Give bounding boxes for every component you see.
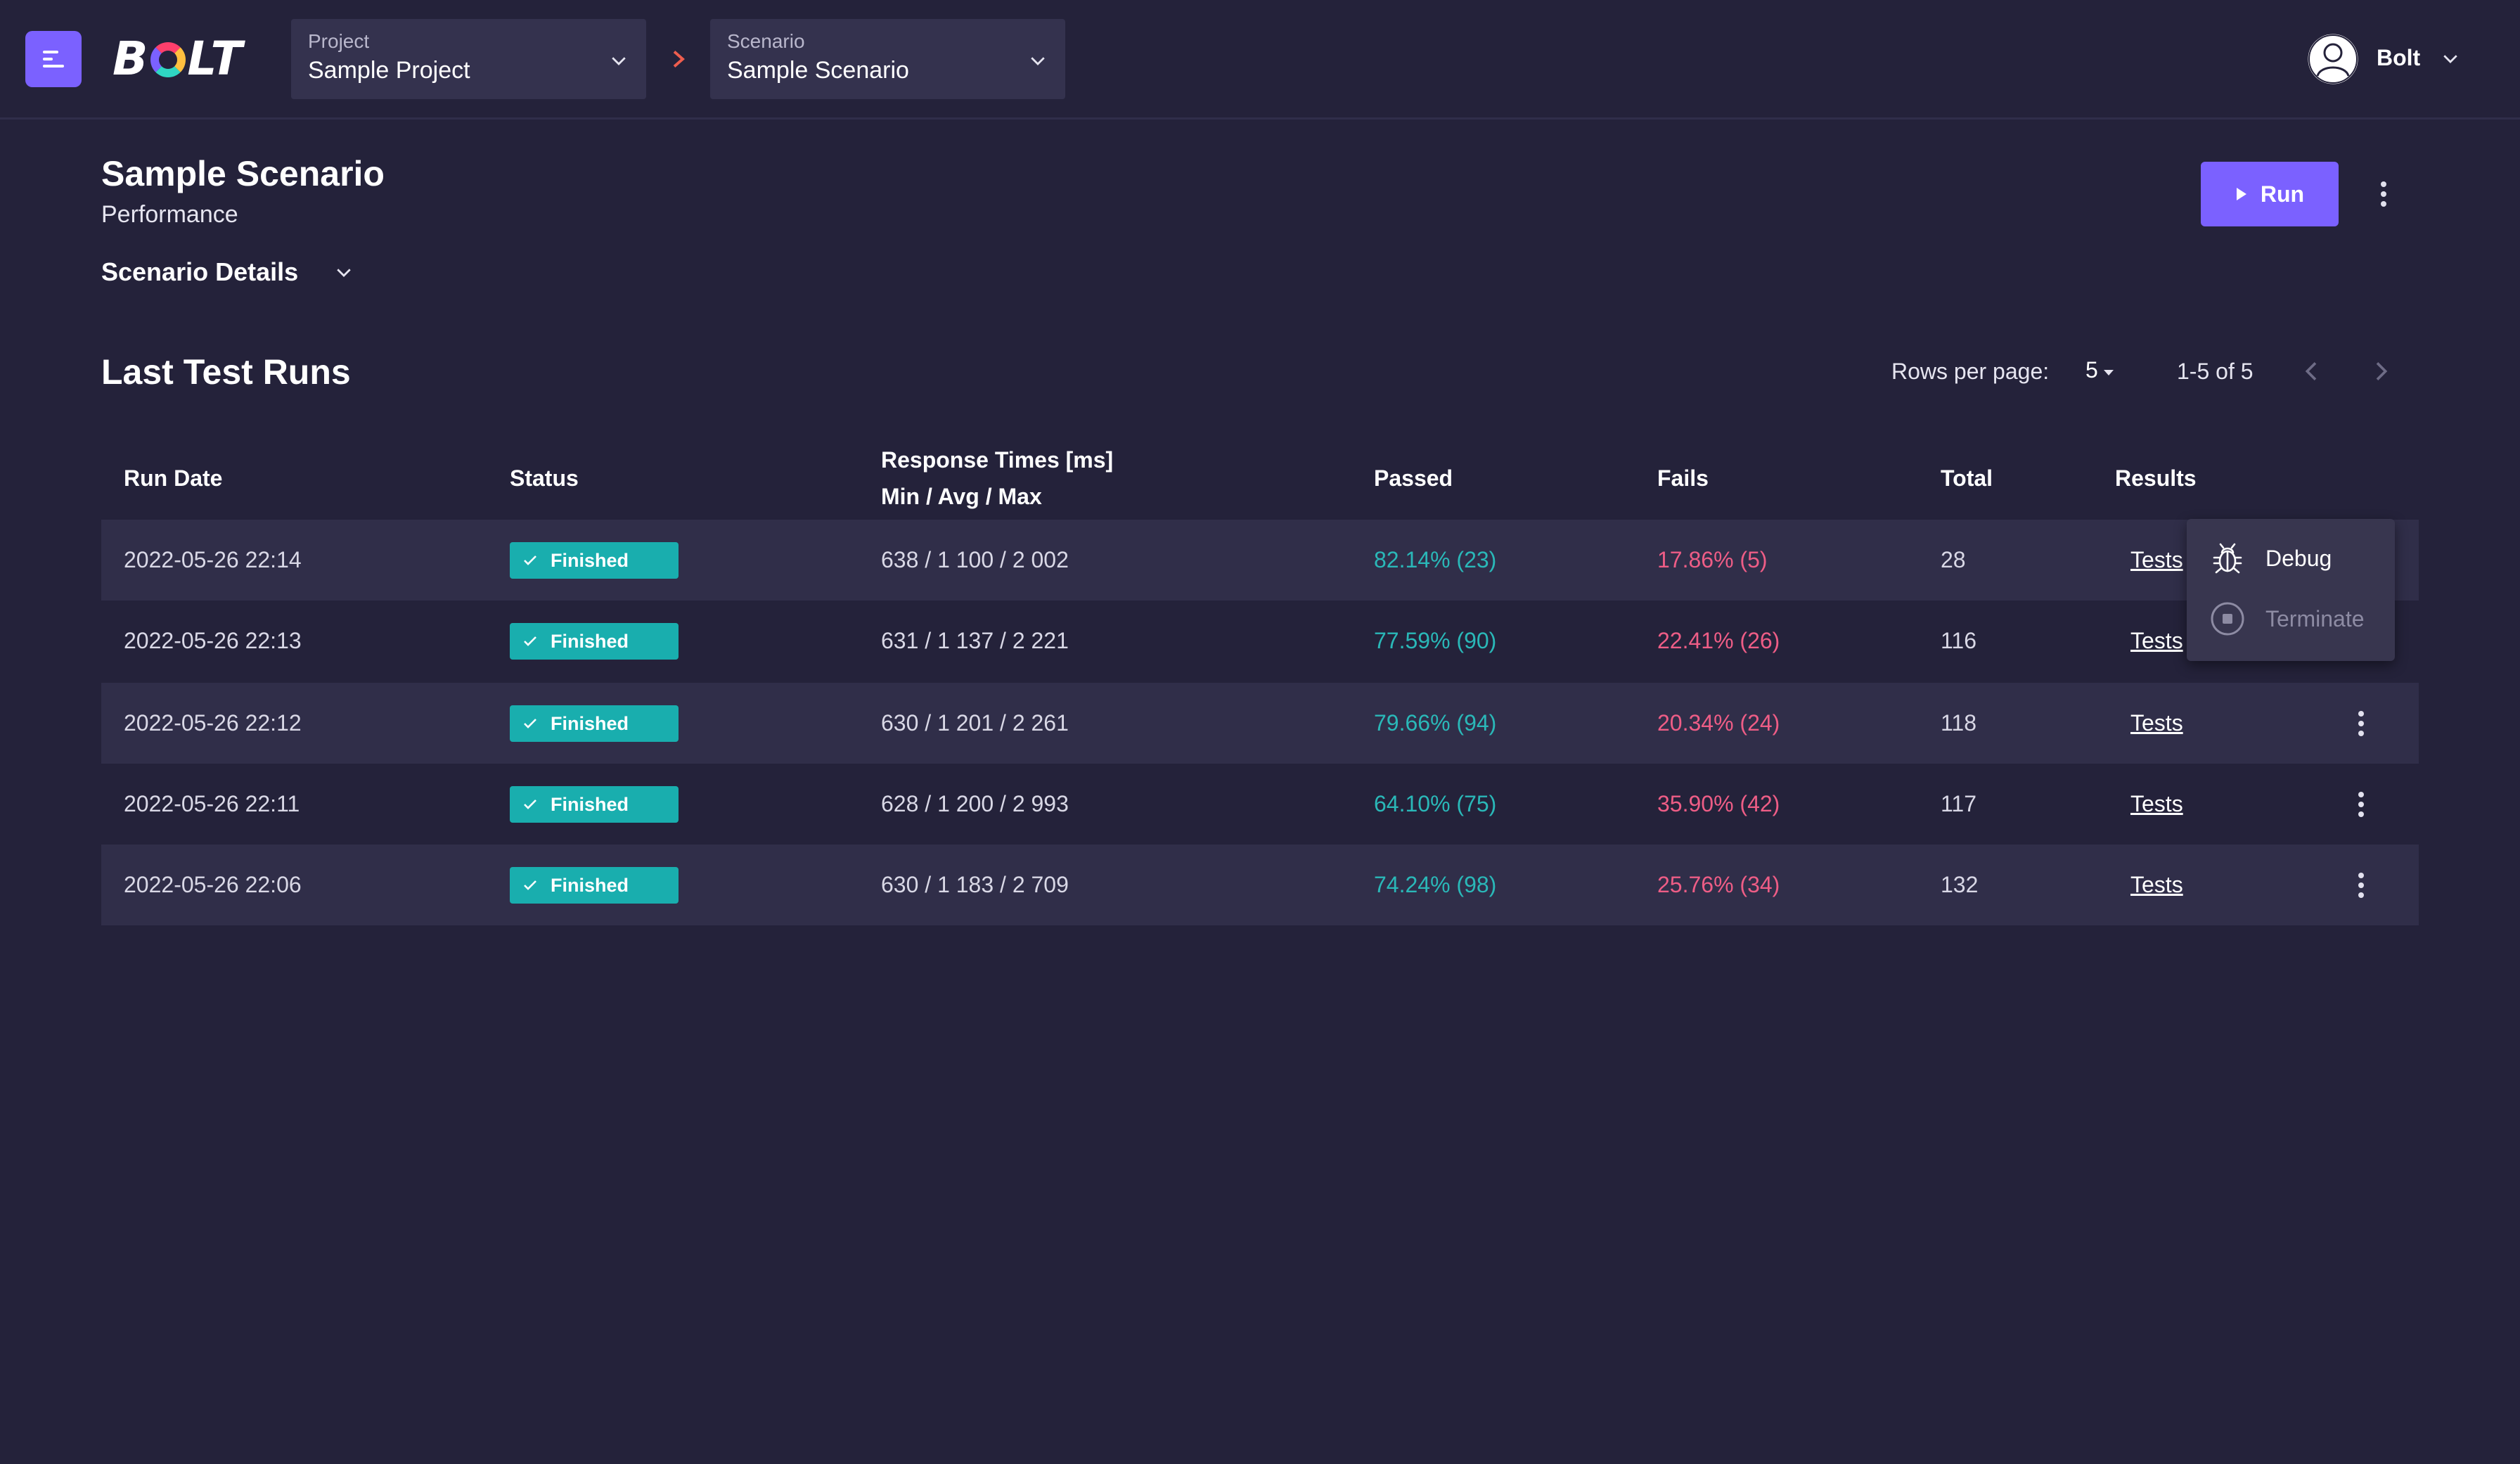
breadcrumb-chevron-right-icon bbox=[673, 51, 685, 68]
menu-item-terminate-label: Terminate bbox=[2265, 606, 2365, 631]
check-icon bbox=[524, 719, 536, 728]
chevron-down-icon[interactable] bbox=[2440, 48, 2461, 69]
column-header-response-times-sub: Min / Avg / Max bbox=[881, 484, 1042, 509]
previous-page-button[interactable] bbox=[2298, 357, 2326, 385]
menu-icon bbox=[43, 51, 58, 53]
pagination-range: 1-5 of 5 bbox=[2177, 359, 2254, 384]
tests-link[interactable]: Tests bbox=[2130, 872, 2183, 897]
response-times-cell: 630 / 1 183 / 2 709 bbox=[881, 872, 1069, 897]
column-header-response-times[interactable]: Response Times [ms] bbox=[881, 447, 1114, 473]
rows-per-page-value: 5 bbox=[2085, 357, 2098, 383]
user-avatar[interactable] bbox=[2305, 31, 2361, 87]
page-title: Sample Scenario bbox=[101, 154, 385, 193]
scenario-select-value: Sample Scenario bbox=[727, 57, 909, 84]
total-cell: 117 bbox=[1941, 791, 1977, 816]
menu-icon-line bbox=[43, 58, 53, 60]
check-icon bbox=[524, 800, 536, 809]
row-more-button[interactable] bbox=[2354, 871, 2368, 899]
chevron-down-icon bbox=[1031, 57, 1045, 65]
check-icon bbox=[524, 556, 536, 565]
fails-cell: 17.86% (5) bbox=[1657, 547, 1768, 572]
fails-cell: 22.41% (26) bbox=[1657, 628, 1780, 653]
status-badge: Finished bbox=[510, 786, 679, 823]
next-page-button[interactable] bbox=[2367, 357, 2395, 385]
table-row[interactable]: 2022-05-26 22:12 Finished 630 / 1 201 / … bbox=[101, 683, 2419, 764]
chevron-down-icon bbox=[612, 57, 626, 65]
menu-item-debug[interactable]: Debug bbox=[2187, 529, 2395, 588]
check-icon bbox=[524, 880, 536, 890]
fails-cell: 35.90% (42) bbox=[1657, 791, 1780, 816]
total-cell: 116 bbox=[1941, 628, 1977, 653]
bolt-logo[interactable]: B LT bbox=[112, 32, 244, 86]
passed-cell: 77.59% (90) bbox=[1374, 628, 1497, 653]
page-subtitle: Performance bbox=[101, 201, 238, 228]
bug-icon bbox=[2213, 543, 2242, 574]
scenario-select[interactable]: Scenario Sample Scenario bbox=[710, 19, 1065, 99]
row-more-button[interactable] bbox=[2354, 709, 2368, 738]
column-header-fails[interactable]: Fails bbox=[1657, 465, 1709, 491]
response-times-cell: 628 / 1 200 / 2 993 bbox=[881, 791, 1069, 816]
table-row[interactable]: 2022-05-26 22:06 Finished 630 / 1 183 / … bbox=[101, 845, 2419, 925]
row-more-button[interactable] bbox=[2354, 790, 2368, 818]
run-date-cell: 2022-05-26 22:13 bbox=[124, 628, 302, 653]
run-button-label: Run bbox=[2260, 181, 2305, 207]
rows-per-page-select[interactable]: 5 bbox=[2085, 357, 2121, 385]
response-times-cell: 630 / 1 201 / 2 261 bbox=[881, 710, 1069, 736]
status-badge: Finished bbox=[510, 705, 679, 742]
tests-link[interactable]: Tests bbox=[2130, 547, 2183, 572]
status-badge: Finished bbox=[510, 623, 679, 660]
column-header-results: Results bbox=[2115, 465, 2197, 491]
tests-link[interactable]: Tests bbox=[2130, 710, 2183, 736]
total-cell: 132 bbox=[1941, 872, 1979, 897]
run-date-cell: 2022-05-26 22:06 bbox=[124, 872, 302, 897]
chevron-down-icon bbox=[337, 269, 351, 277]
menu-item-debug-label: Debug bbox=[2265, 546, 2332, 571]
menu-icon-line bbox=[43, 65, 64, 68]
response-times-cell: 631 / 1 137 / 2 221 bbox=[881, 628, 1069, 653]
table-row[interactable]: 2022-05-26 22:14 Finished 638 / 1 100 / … bbox=[101, 520, 2419, 601]
run-button[interactable]: Run bbox=[2201, 162, 2339, 226]
check-icon bbox=[524, 636, 536, 646]
column-header-status[interactable]: Status bbox=[510, 465, 579, 491]
last-test-runs-title: Last Test Runs bbox=[101, 352, 351, 392]
project-select-label: Project bbox=[308, 30, 370, 52]
column-header-passed[interactable]: Passed bbox=[1374, 465, 1453, 491]
scenario-select-label: Scenario bbox=[727, 30, 805, 52]
project-select-value: Sample Project bbox=[308, 57, 470, 84]
column-header-total[interactable]: Total bbox=[1941, 465, 1993, 491]
total-cell: 28 bbox=[1941, 547, 1966, 572]
total-cell: 118 bbox=[1941, 710, 1977, 736]
passed-cell: 64.10% (75) bbox=[1374, 791, 1497, 816]
project-select[interactable]: Project Sample Project bbox=[291, 19, 646, 99]
stop-circle-icon bbox=[2211, 602, 2244, 636]
menu-item-terminate[interactable]: Terminate bbox=[2187, 589, 2395, 648]
play-icon bbox=[2236, 188, 2246, 200]
passed-cell: 74.24% (98) bbox=[1374, 872, 1497, 897]
tests-link[interactable]: Tests bbox=[2130, 791, 2183, 816]
status-badge: Finished bbox=[510, 867, 679, 904]
scenario-details-toggle[interactable]: Scenario Details bbox=[101, 257, 351, 286]
table-row[interactable]: 2022-05-26 22:13 Finished 631 / 1 137 / … bbox=[101, 601, 2419, 681]
scenario-more-button[interactable] bbox=[2377, 180, 2391, 208]
run-date-cell: 2022-05-26 22:12 bbox=[124, 710, 302, 736]
run-date-cell: 2022-05-26 22:14 bbox=[124, 547, 302, 572]
run-date-cell: 2022-05-26 22:11 bbox=[124, 791, 300, 816]
status-badge: Finished bbox=[510, 542, 679, 579]
fails-cell: 20.34% (24) bbox=[1657, 710, 1780, 736]
passed-cell: 82.14% (23) bbox=[1374, 547, 1497, 572]
tests-link[interactable]: Tests bbox=[2130, 628, 2183, 653]
row-context-menu: Debug Terminate bbox=[2187, 519, 2395, 661]
table-row[interactable]: 2022-05-26 22:11 Finished 628 / 1 200 / … bbox=[101, 764, 2419, 845]
response-times-cell: 638 / 1 100 / 2 002 bbox=[881, 547, 1069, 572]
rows-per-page-label: Rows per page: bbox=[1891, 359, 2050, 384]
top-header: B LT Project Sample Project Scenario Samp… bbox=[0, 0, 2520, 120]
caret-down-icon bbox=[2104, 370, 2114, 375]
passed-cell: 79.66% (94) bbox=[1374, 710, 1497, 736]
user-name[interactable]: Bolt bbox=[2377, 45, 2421, 70]
scenario-details-label: Scenario Details bbox=[101, 257, 299, 286]
fails-cell: 25.76% (34) bbox=[1657, 872, 1780, 897]
menu-toggle-button[interactable] bbox=[25, 31, 82, 87]
column-header-run-date[interactable]: Run Date bbox=[124, 465, 223, 491]
